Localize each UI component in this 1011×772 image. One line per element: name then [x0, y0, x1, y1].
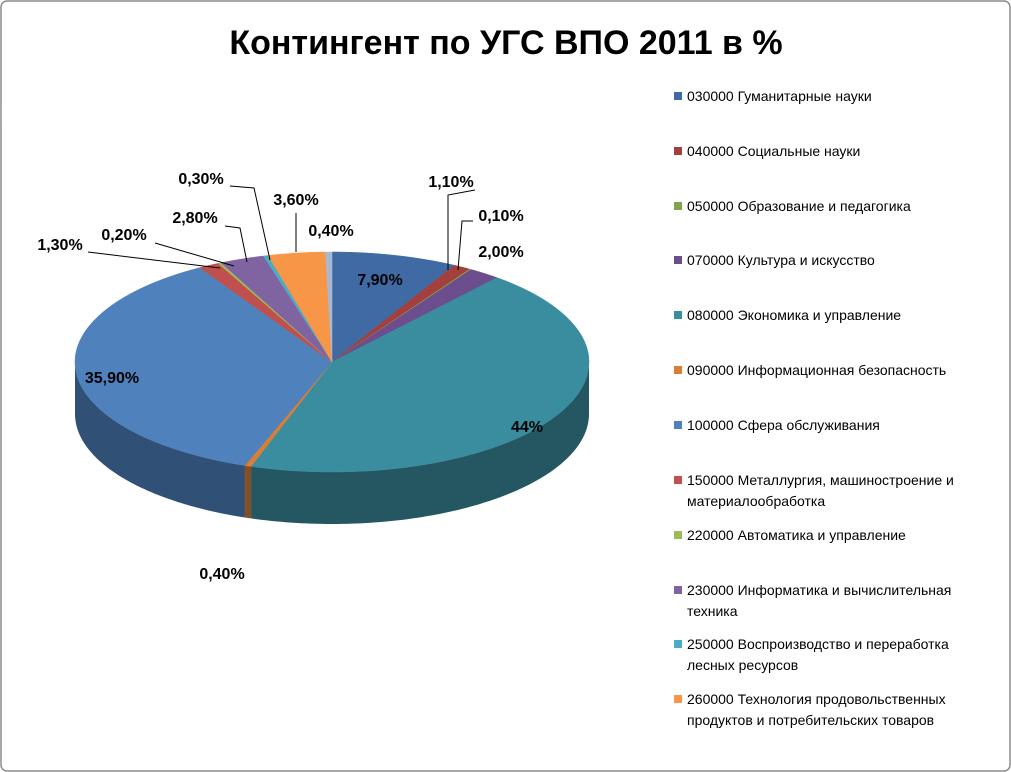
legend-swatch — [674, 366, 682, 374]
pie — [74, 251, 590, 524]
slice — [331, 251, 455, 363]
slice — [199, 263, 333, 363]
slice — [267, 251, 333, 363]
data-label: 2,80% — [172, 210, 217, 227]
leader-line — [457, 220, 473, 271]
data-label: 44% — [511, 419, 543, 436]
labels: 7,90% 1,10% 0,10% 2,00% 44% 0,40% 35,90% 1,30% 0… — [37, 171, 543, 583]
legend-item: 220000 Автоматика и управление — [672, 525, 997, 546]
slice — [331, 269, 498, 363]
data-label: 2,00% — [478, 244, 523, 261]
legend-item: 100000 Сфера обслуживания — [672, 415, 997, 436]
legend-item: 030000 Гуманитарные науки — [672, 86, 997, 107]
legend-swatch — [674, 92, 682, 100]
data-label: 0,40% — [199, 566, 244, 583]
legend-item: 090000 Информационная безопасность — [672, 360, 997, 381]
data-label: 1,10% — [428, 174, 473, 191]
legend-label: 080000 Экономика и управление — [687, 307, 902, 323]
leader-line — [224, 225, 248, 263]
legend-label: 030000 Гуманитарные науки — [687, 88, 872, 104]
slice — [220, 255, 333, 363]
data-label: 0,40% — [308, 223, 353, 240]
legend-swatch — [674, 531, 682, 539]
legend-swatch — [674, 256, 682, 264]
legend-swatch — [674, 311, 682, 319]
legend-swatch — [674, 147, 682, 155]
legend-item: 250000 Воспроизводство и переработка лес… — [672, 634, 997, 676]
legend-label: 070000 Культура и искусство — [687, 252, 875, 268]
data-label: 3,60% — [273, 192, 318, 209]
legend-item: 040000 Социальные науки — [672, 141, 997, 162]
data-label: 0,20% — [101, 227, 146, 244]
legend-item: 050000 Образование и педагогика — [672, 196, 997, 217]
data-label: 0,10% — [478, 208, 523, 225]
legend-label: 090000 Информационная безопасность — [687, 362, 947, 378]
legend-label: 220000 Автоматика и управление — [687, 527, 906, 543]
data-label: 7,90% — [357, 272, 402, 289]
legend-item: 150000 Металлургия, машиностроение и мат… — [672, 470, 997, 512]
legend-label: 050000 Образование и педагогика — [687, 198, 911, 214]
leader-line — [154, 242, 235, 267]
legend-label: 100000 Сфера обслуживания — [687, 417, 880, 433]
legend-label: 260000 Технология продовольственных прод… — [687, 691, 946, 728]
legend-label: 150000 Металлургия, машиностроение и мат… — [687, 472, 954, 509]
legend-label: 250000 Воспроизводство и переработка лес… — [687, 636, 949, 673]
legend-item: 260000 Технология продовольственных прод… — [672, 689, 997, 731]
chart-title: Контингент по УГС ВПО 2011 в % — [229, 24, 782, 62]
data-label: 1,30% — [37, 237, 82, 254]
slice-side — [75, 362, 245, 518]
legend-swatch — [674, 476, 682, 484]
legend-swatch — [674, 421, 682, 429]
legend-item: 070000 Культура и искусство — [672, 250, 997, 271]
leader-line — [447, 189, 476, 270]
slice — [74, 267, 333, 466]
data-label: 35,90% — [85, 370, 139, 387]
legend-swatch — [674, 640, 682, 648]
slice — [325, 251, 333, 363]
data-label: 0,30% — [178, 171, 223, 188]
legend-item: 080000 Экономика и управление — [672, 305, 997, 326]
legend-swatch — [674, 586, 682, 594]
leader-line — [229, 185, 271, 261]
leader-line — [87, 251, 221, 269]
slice-side — [244, 465, 252, 519]
legend-label: 040000 Социальные науки — [687, 143, 861, 159]
slice — [250, 277, 590, 473]
legend-label: 230000 Информатика и вычислительная техн… — [687, 582, 952, 619]
legend-swatch — [674, 202, 682, 210]
slice-side — [251, 362, 589, 524]
legend-item: 230000 Информатика и вычислительная техн… — [672, 580, 997, 622]
legend-swatch — [674, 695, 682, 703]
